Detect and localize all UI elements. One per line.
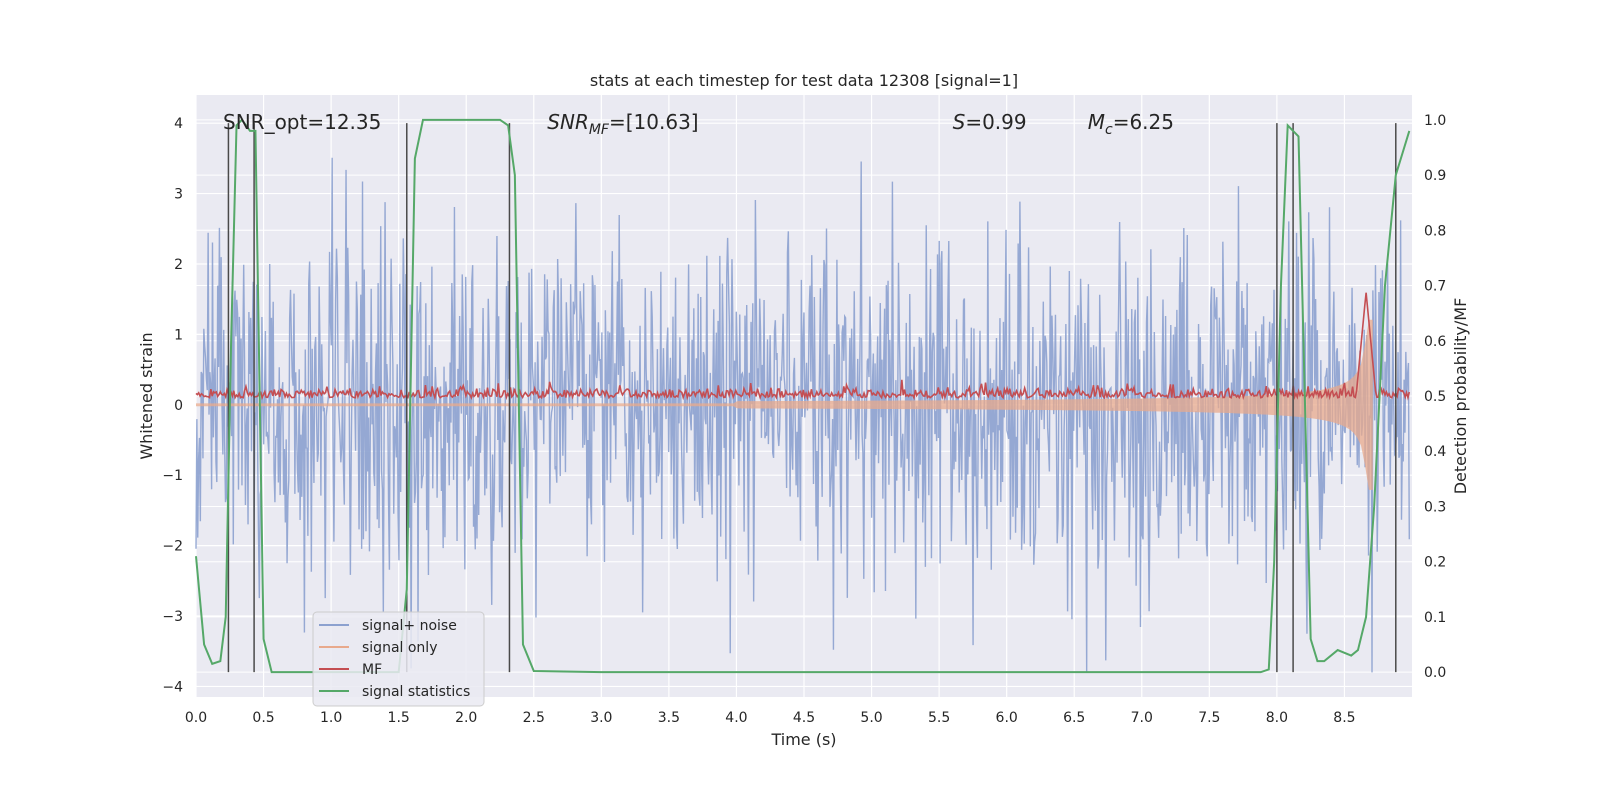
x-tick-label: 5.5 bbox=[928, 710, 950, 726]
y-right-tick-label: 0.0 bbox=[1424, 665, 1446, 681]
annotation: SNRMF=[10.63] bbox=[547, 110, 698, 138]
x-tick-label: 4.0 bbox=[725, 710, 747, 726]
annotations: SNR_opt=12.35 SNRMF=[10.63] S=0.99 Mc=6.25 bbox=[223, 110, 1174, 138]
y-tick-label: −4 bbox=[162, 679, 183, 695]
x-tick-label: 0.0 bbox=[185, 710, 207, 726]
annotation-main: M bbox=[1088, 110, 1105, 134]
y-right-tick-label: 0.5 bbox=[1424, 389, 1446, 405]
mf-series bbox=[195, 292, 1411, 401]
signal-statistics-line bbox=[195, 118, 1411, 674]
chart-title: stats at each timestep for test data 123… bbox=[590, 71, 1018, 90]
x-tick-label: 1.5 bbox=[388, 710, 410, 726]
x-axis-label: Time (s) bbox=[770, 730, 836, 749]
annotation-main: SNR bbox=[547, 110, 589, 134]
annotation: SNR_opt=12.35 bbox=[223, 110, 381, 134]
legend-label-signal-only: signal only bbox=[362, 640, 437, 656]
y-tick-label: 0 bbox=[174, 398, 183, 414]
annotation-main: SNR_opt=12.35 bbox=[223, 110, 381, 134]
y-tick-label: 3 bbox=[174, 187, 183, 203]
annotation-value: =0.99 bbox=[965, 110, 1026, 134]
signal-only-envelope bbox=[196, 319, 1373, 490]
annotation-subscript: MF bbox=[589, 122, 610, 138]
legend-label-mf: MF bbox=[362, 662, 382, 678]
y-right-tick-label: 1.0 bbox=[1424, 113, 1446, 129]
y-tick-label: 1 bbox=[174, 327, 183, 343]
x-tick-label: 2.0 bbox=[455, 710, 477, 726]
y-right-tick-label: 0.2 bbox=[1424, 555, 1446, 571]
annotation: S=0.99 bbox=[953, 110, 1027, 134]
legend-label-signal-statistics: signal statistics bbox=[362, 684, 470, 700]
annotation-value: =6.25 bbox=[1113, 110, 1174, 134]
y-tick-label: 4 bbox=[174, 116, 183, 132]
x-tick-label: 5.0 bbox=[860, 710, 882, 726]
y-right-tick-label: 0.7 bbox=[1424, 279, 1446, 295]
x-tick-label: 1.0 bbox=[320, 710, 342, 726]
x-tick-label: 6.5 bbox=[1063, 710, 1085, 726]
annotation-value: =[10.63] bbox=[609, 110, 699, 134]
y-tick-label: −2 bbox=[162, 539, 183, 555]
y-right-axis-label: Detection probability/MF bbox=[1451, 298, 1470, 495]
mf-line bbox=[195, 292, 1411, 401]
x-tick-label: 0.5 bbox=[252, 710, 274, 726]
x-tick-label: 4.5 bbox=[793, 710, 815, 726]
annotation: Mc=6.25 bbox=[1088, 110, 1174, 138]
y-right-tick-label: 0.4 bbox=[1424, 444, 1446, 460]
y-tick-label: −1 bbox=[162, 468, 183, 484]
x-tick-label: 6.0 bbox=[996, 710, 1018, 726]
signal-statistics-series bbox=[195, 118, 1411, 674]
x-tick-label: 3.5 bbox=[658, 710, 680, 726]
y-axis-label: Whitened strain bbox=[137, 332, 156, 459]
y-right-tick-label: 0.8 bbox=[1424, 223, 1446, 239]
x-tick-label: 7.0 bbox=[1131, 710, 1153, 726]
x-tick-label: 7.5 bbox=[1198, 710, 1220, 726]
legend-label-signal-noise: signal+ noise bbox=[362, 618, 457, 634]
annotation-subscript: c bbox=[1105, 122, 1113, 138]
legend: signal+ noise signal only MF signal stat… bbox=[312, 611, 485, 707]
y-axis-ticks: 4 3 2 1 0 −1 −2 −3 −4 bbox=[162, 116, 183, 695]
x-tick-label: 8.0 bbox=[1266, 710, 1288, 726]
x-tick-label: 2.5 bbox=[523, 710, 545, 726]
y-tick-label: −3 bbox=[162, 609, 183, 625]
y-tick-label: 2 bbox=[174, 257, 183, 273]
legend-box bbox=[312, 611, 485, 707]
x-axis-ticks: 0.0 0.5 1.0 1.5 2.0 2.5 3.0 3.5 4.0 4.5 5.0 5.5 6.0 6… bbox=[185, 710, 1356, 726]
signal-plus-noise-line bbox=[195, 157, 1410, 673]
y-right-tick-label: 0.6 bbox=[1424, 334, 1446, 350]
signal-only-series bbox=[196, 319, 1373, 490]
x-tick-label: 3.0 bbox=[590, 710, 612, 726]
x-tick-label: 8.5 bbox=[1333, 710, 1355, 726]
signal-plus-noise-series bbox=[195, 157, 1410, 673]
annotation-main: S bbox=[953, 110, 966, 134]
y-right-tick-label: 0.9 bbox=[1424, 168, 1446, 184]
y-right-tick-label: 0.3 bbox=[1424, 499, 1446, 515]
y-right-axis-ticks: 1.0 0.9 0.8 0.7 0.6 0.5 0.4 0.3 0.2 0.1 0.0 bbox=[1424, 113, 1446, 681]
y-right-tick-label: 0.1 bbox=[1424, 610, 1446, 626]
